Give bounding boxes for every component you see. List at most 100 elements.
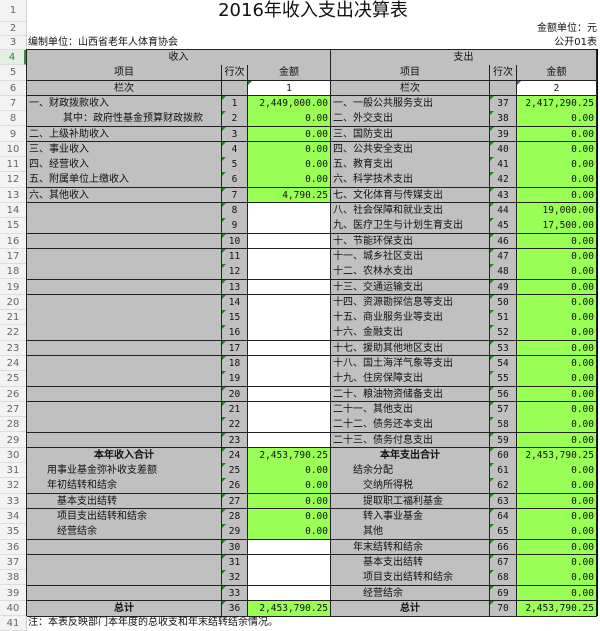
income-item[interactable]	[27, 233, 222, 250]
income-item[interactable]: 六、其他收入	[27, 187, 222, 204]
row-number[interactable]: 37	[0, 555, 26, 571]
expense-item[interactable]: 二、外交支出	[331, 111, 490, 127]
income-amount[interactable]: 0.00	[248, 478, 331, 495]
income-line-number[interactable]: 7	[222, 187, 248, 204]
row-number[interactable]: 25	[0, 371, 26, 387]
expense-line-number[interactable]: 38	[490, 111, 517, 127]
expense-line-number[interactable]: 44	[490, 203, 517, 219]
income-line-number[interactable]: 13	[222, 279, 248, 296]
income-line-number[interactable]: 14	[222, 294, 248, 311]
income-amount-empty[interactable]	[248, 371, 331, 388]
expense-item[interactable]: 二十三、债务付息支出	[331, 432, 490, 449]
expense-index-label[interactable]: 栏次	[331, 80, 490, 97]
income-line-number[interactable]: 22	[222, 417, 248, 433]
expense-item[interactable]: 其他	[331, 524, 490, 541]
expense-amount[interactable]: 0.00	[517, 539, 597, 556]
expense-item[interactable]: 七、文化体育与传媒支出	[331, 187, 490, 204]
expense-item[interactable]: 提取职工福利基金	[331, 493, 490, 510]
expense-item[interactable]: 转入事业基金	[331, 509, 490, 525]
expense-amount[interactable]: 0.00	[517, 493, 597, 510]
expense-item[interactable]: 年末结转和结余	[331, 539, 490, 556]
expense-amount[interactable]: 0.00	[517, 340, 597, 357]
income-item[interactable]	[27, 264, 222, 280]
expense-line-number[interactable]: 52	[490, 325, 517, 342]
income-item[interactable]	[27, 356, 222, 372]
expense-amount[interactable]: 0.00	[517, 310, 597, 326]
income-amount-empty[interactable]	[248, 325, 331, 342]
row-number[interactable]: 29	[0, 433, 26, 448]
income-item[interactable]: 其中：政府性基金预算财政拨款	[27, 111, 222, 127]
expense-line-number[interactable]: 58	[490, 417, 517, 433]
expense-item[interactable]: 十、节能环保支出	[331, 233, 490, 250]
income-amount[interactable]: 4,790.25	[248, 187, 331, 204]
income-item[interactable]: 三、事业收入	[27, 141, 222, 158]
row-number[interactable]: 7	[0, 96, 26, 112]
expense-item[interactable]: 四、公共安全支出	[331, 141, 490, 158]
income-amount-empty[interactable]	[248, 340, 331, 357]
expense-amount[interactable]: 0.00	[517, 279, 597, 296]
income-amount-empty[interactable]	[248, 248, 331, 265]
expense-item[interactable]: 二十二、债务还本支出	[331, 417, 490, 433]
row-number[interactable]: 28	[0, 417, 26, 433]
income-item[interactable]	[27, 248, 222, 265]
income-amount[interactable]: 0.00	[248, 111, 331, 127]
row-number[interactable]: 20	[0, 295, 26, 311]
expense-item[interactable]: 二十、粮油物资储备支出	[331, 386, 490, 403]
expense-line-number[interactable]: 47	[490, 248, 517, 265]
row-number[interactable]: 32	[0, 478, 26, 494]
income-amount-empty[interactable]	[248, 386, 331, 403]
expense-line-number[interactable]: 59	[490, 432, 517, 449]
expense-line-number[interactable]: 43	[490, 187, 517, 204]
expense-line-number[interactable]: 53	[490, 340, 517, 357]
expense-amount[interactable]: 0.00	[517, 524, 597, 541]
income-line-number[interactable]: 30	[222, 539, 248, 556]
row-number[interactable]: 41	[0, 616, 26, 631]
expense-amount[interactable]: 0.00	[517, 141, 597, 158]
income-line-number[interactable]: 16	[222, 325, 248, 342]
expense-item[interactable]: 一、一般公共服务支出	[331, 95, 490, 112]
expense-amount[interactable]: 0.00	[517, 478, 597, 495]
income-amount[interactable]: 0.00	[248, 141, 331, 158]
expense-amount[interactable]: 0.00	[517, 432, 597, 449]
income-line-number[interactable]: 12	[222, 264, 248, 280]
expense-line-number[interactable]: 39	[490, 126, 517, 143]
expense-item[interactable]: 五、教育支出	[331, 157, 490, 173]
income-amount[interactable]: 0.00	[248, 157, 331, 173]
row-number[interactable]: 26	[0, 387, 26, 402]
row-number[interactable]: 34	[0, 509, 26, 525]
row-number[interactable]: 5	[0, 65, 26, 81]
income-line-number[interactable]: 27	[222, 493, 248, 510]
row-number[interactable]: 31	[0, 463, 26, 479]
income-line-number[interactable]: 8	[222, 203, 248, 219]
expense-item[interactable]: 十三、交通运输支出	[331, 279, 490, 296]
expense-item[interactable]: 十五、商业服务业等支出	[331, 310, 490, 326]
row-number[interactable]: 3	[0, 36, 26, 50]
expense-amount[interactable]: 0.00	[517, 233, 597, 250]
expense-index-blank[interactable]	[490, 80, 517, 97]
row-number[interactable]: 35	[0, 524, 26, 540]
expense-amount[interactable]: 0.00	[517, 187, 597, 204]
expense-amount[interactable]: 0.00	[517, 554, 597, 571]
income-header[interactable]: 收入	[27, 50, 331, 66]
income-amount[interactable]: 2,453,790.25	[248, 600, 331, 617]
income-item[interactable]	[27, 401, 222, 418]
row-number[interactable]: 12	[0, 172, 26, 188]
expense-item[interactable]: 十七、援助其他地区支出	[331, 340, 490, 357]
income-amount-empty[interactable]	[248, 570, 331, 586]
row-number[interactable]: 13	[0, 188, 26, 203]
income-line-number[interactable]: 24	[222, 447, 248, 464]
row-number[interactable]: 24	[0, 356, 26, 372]
row-number[interactable]: 40	[0, 601, 26, 617]
income-line-number[interactable]: 26	[222, 478, 248, 495]
income-item[interactable]	[27, 310, 222, 326]
expense-line-number[interactable]: 63	[490, 493, 517, 510]
expense-line-number[interactable]: 56	[490, 386, 517, 403]
expense-item[interactable]: 基本支出结转	[331, 554, 490, 571]
expense-amount[interactable]: 2,453,790.25	[517, 600, 597, 617]
expense-line-number[interactable]: 41	[490, 157, 517, 173]
income-amount-empty[interactable]	[248, 203, 331, 219]
income-amount-empty[interactable]	[248, 310, 331, 326]
expense-line-number[interactable]: 37	[490, 95, 517, 112]
expense-line-number[interactable]: 66	[490, 539, 517, 556]
income-line-number[interactable]: 29	[222, 524, 248, 541]
